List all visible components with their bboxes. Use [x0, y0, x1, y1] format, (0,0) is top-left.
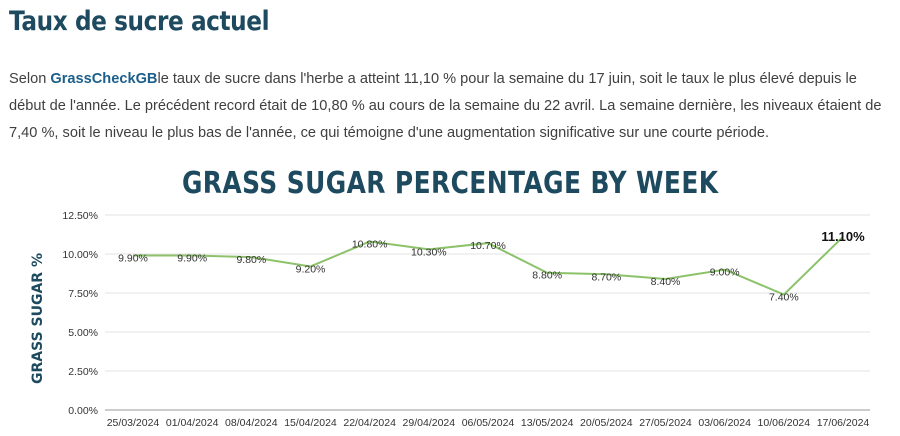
data-labels: 9.90% 9.90% 9.80% 9.20% 10.80% 10.30% 10.70% 8.… — [118, 229, 865, 304]
intro-text: le taux de sucre dans l'herbe a atteint … — [9, 71, 882, 141]
x-tick-label: 03/06/2024 — [698, 417, 751, 429]
x-tick-label: 20/05/2024 — [580, 417, 633, 429]
x-tick-label: 10/06/2024 — [758, 417, 811, 429]
x-tick-label: 06/05/2024 — [462, 417, 515, 429]
y-tick-label: 10.00% — [62, 249, 98, 261]
data-label: 10.70% — [470, 240, 506, 252]
data-label: 8.70% — [591, 271, 621, 283]
x-tick-label: 25/03/2024 — [107, 417, 160, 429]
x-tick-label: 22/04/2024 — [343, 417, 396, 429]
data-label: 9.80% — [236, 254, 266, 266]
x-axis-ticks: 25/03/2024 01/04/2024 08/04/2024 15/04/2024… — [107, 417, 870, 429]
data-label: 9.00% — [710, 267, 740, 279]
data-label: 11.10% — [821, 229, 865, 244]
data-label: 10.30% — [411, 246, 447, 258]
x-tick-label: 15/04/2024 — [284, 417, 337, 429]
y-tick-label: 2.50% — [68, 366, 98, 378]
data-label: 10.80% — [352, 239, 388, 251]
intro-prefix: Selon — [9, 71, 51, 87]
y-axis-label: GRASS SUGAR % — [30, 253, 46, 384]
y-axis-ticks: 0.00% 2.50% 5.00% 7.50% 10.00% 12.50% — [62, 210, 98, 417]
data-label: 8.80% — [532, 270, 562, 282]
y-tick-label: 5.00% — [68, 327, 98, 339]
data-label: 7.40% — [769, 292, 799, 304]
x-tick-label: 29/04/2024 — [403, 417, 456, 429]
data-label: 8.40% — [651, 276, 681, 288]
data-label: 9.90% — [118, 253, 148, 265]
grasscheckgb-link[interactable]: GrassCheckGB — [50, 71, 158, 87]
x-tick-label: 17/06/2024 — [817, 417, 870, 429]
data-label: 9.20% — [296, 263, 326, 275]
x-tick-label: 13/05/2024 — [521, 417, 574, 429]
y-tick-label: 0.00% — [68, 405, 98, 417]
chart-title: GRASS SUGAR PERCENTAGE BY WEEK — [0, 166, 900, 201]
x-tick-label: 01/04/2024 — [166, 417, 219, 429]
x-tick-label: 08/04/2024 — [225, 417, 278, 429]
data-label: 9.90% — [177, 253, 207, 265]
intro-paragraph: Selon GrassCheckGBle taux de sucre dans … — [9, 66, 889, 147]
y-tick-label: 7.50% — [68, 288, 98, 300]
y-tick-label: 12.50% — [62, 210, 98, 222]
page-heading: Taux de sucre actuel — [9, 6, 270, 37]
x-tick-label: 27/05/2024 — [639, 417, 692, 429]
chart-title-text: GRASS SUGAR PERCENTAGE BY WEEK — [181, 166, 719, 201]
series-line — [133, 236, 844, 296]
chart-grid — [105, 214, 870, 411]
